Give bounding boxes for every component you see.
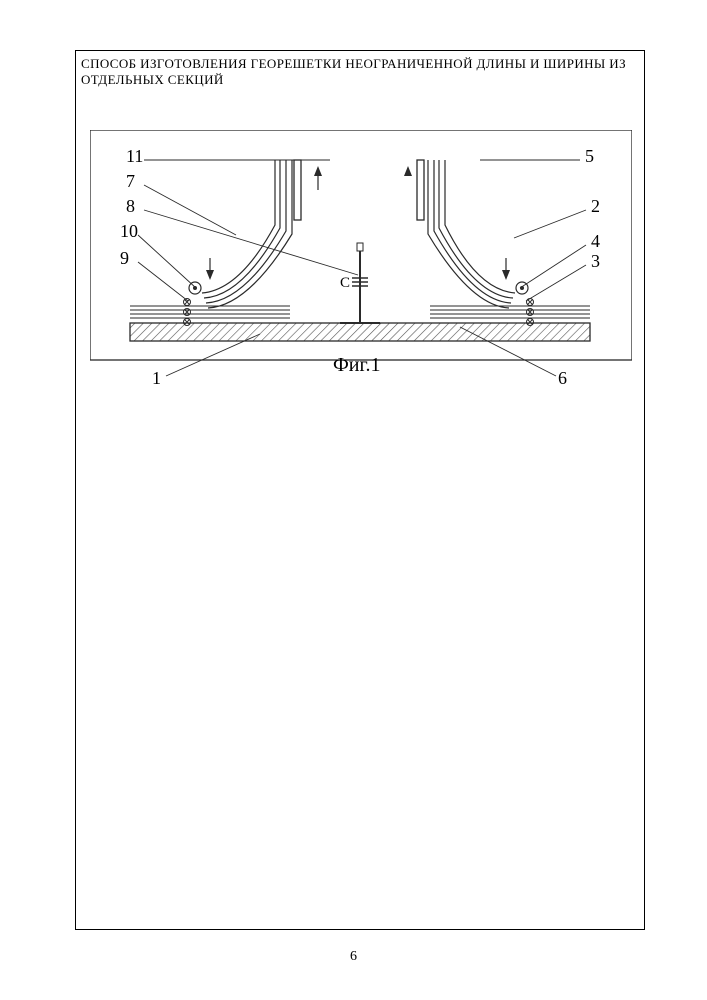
- left-stack: [130, 160, 322, 326]
- label-1: 1: [152, 368, 161, 389]
- page-number: 6: [0, 949, 707, 965]
- label-4: 4: [591, 231, 600, 252]
- right-stack: [404, 160, 590, 326]
- label-3: 3: [591, 251, 600, 272]
- document-title: СПОСОБ ИЗГОТОВЛЕНИЯ ГЕОРЕШЕТКИ НЕОГРАНИЧ…: [75, 56, 645, 89]
- label-9: 9: [120, 248, 129, 269]
- label-8: 8: [126, 196, 135, 217]
- label-10: 10: [120, 221, 138, 242]
- label-11: 11: [126, 146, 143, 167]
- leaders: [138, 160, 586, 376]
- label-7: 7: [126, 171, 135, 192]
- label-6: 6: [558, 368, 567, 389]
- figure-1: С 11 7 8 10 9 1 5 2 4 3 6 Фиг.1: [90, 130, 632, 400]
- figure-caption: Фиг.1: [333, 354, 380, 377]
- center-letter: С: [340, 275, 350, 291]
- label-2: 2: [591, 196, 600, 217]
- label-5: 5: [585, 146, 594, 167]
- base-bar: [130, 323, 590, 341]
